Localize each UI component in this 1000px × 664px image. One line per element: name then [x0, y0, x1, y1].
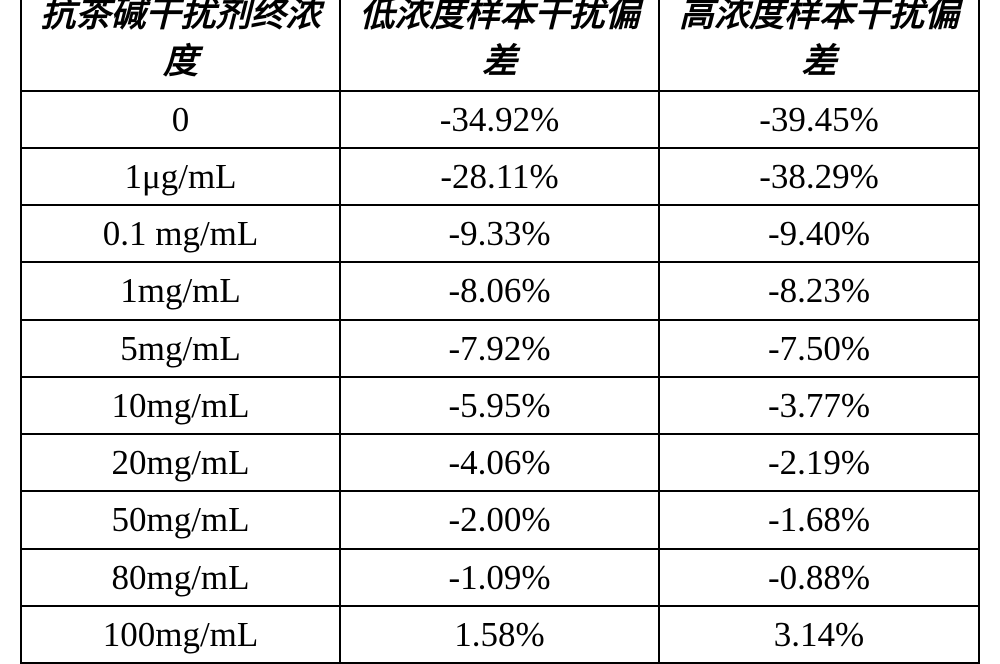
table-row: 0.1 mg/mL -9.33% -9.40% [21, 205, 979, 262]
cell-low-deviation: -8.06% [340, 262, 659, 319]
table-row: 1mg/mL -8.06% -8.23% [21, 262, 979, 319]
cell-high-deviation: -0.88% [659, 549, 979, 606]
table-row: 20mg/mL -4.06% -2.19% [21, 434, 979, 491]
cell-high-deviation: -7.50% [659, 320, 979, 377]
column-header-low-deviation: 低浓度样本干扰偏差 [340, 0, 659, 91]
cell-high-deviation: -1.68% [659, 491, 979, 548]
cell-low-deviation: -7.92% [340, 320, 659, 377]
cell-high-deviation: -2.19% [659, 434, 979, 491]
cell-high-deviation: -3.77% [659, 377, 979, 434]
cell-concentration: 50mg/mL [21, 491, 340, 548]
table-row: 10mg/mL -5.95% -3.77% [21, 377, 979, 434]
table-header-row: 抗茶碱干扰剂终浓度 低浓度样本干扰偏差 高浓度样本干扰偏差 [21, 0, 979, 91]
cell-low-deviation: -4.06% [340, 434, 659, 491]
table-row: 100mg/mL 1.58% 3.14% [21, 606, 979, 663]
cell-concentration: 20mg/mL [21, 434, 340, 491]
cell-low-deviation: -5.95% [340, 377, 659, 434]
table-row: 0 -34.92% -39.45% [21, 91, 979, 148]
cell-low-deviation: -1.09% [340, 549, 659, 606]
cell-concentration: 10mg/mL [21, 377, 340, 434]
data-table-container: 抗茶碱干扰剂终浓度 低浓度样本干扰偏差 高浓度样本干扰偏差 0 -34.92% … [20, 0, 980, 664]
table-row: 50mg/mL -2.00% -1.68% [21, 491, 979, 548]
cell-concentration: 1mg/mL [21, 262, 340, 319]
cell-concentration: 100mg/mL [21, 606, 340, 663]
cell-low-deviation: 1.58% [340, 606, 659, 663]
cell-concentration: 80mg/mL [21, 549, 340, 606]
table-row: 80mg/mL -1.09% -0.88% [21, 549, 979, 606]
table-body: 0 -34.92% -39.45% 1μg/mL -28.11% -38.29%… [21, 91, 979, 664]
cell-low-deviation: -2.00% [340, 491, 659, 548]
table-header: 抗茶碱干扰剂终浓度 低浓度样本干扰偏差 高浓度样本干扰偏差 [21, 0, 979, 91]
cell-high-deviation: -38.29% [659, 148, 979, 205]
table-row: 5mg/mL -7.92% -7.50% [21, 320, 979, 377]
cell-concentration: 0.1 mg/mL [21, 205, 340, 262]
cell-high-deviation: 3.14% [659, 606, 979, 663]
cell-concentration: 1μg/mL [21, 148, 340, 205]
cell-high-deviation: -39.45% [659, 91, 979, 148]
table-row: 1μg/mL -28.11% -38.29% [21, 148, 979, 205]
column-header-concentration: 抗茶碱干扰剂终浓度 [21, 0, 340, 91]
column-header-high-deviation: 高浓度样本干扰偏差 [659, 0, 979, 91]
cell-high-deviation: -8.23% [659, 262, 979, 319]
cell-low-deviation: -34.92% [340, 91, 659, 148]
cell-low-deviation: -9.33% [340, 205, 659, 262]
cell-concentration: 5mg/mL [21, 320, 340, 377]
cell-concentration: 0 [21, 91, 340, 148]
cell-low-deviation: -28.11% [340, 148, 659, 205]
interference-deviation-table: 抗茶碱干扰剂终浓度 低浓度样本干扰偏差 高浓度样本干扰偏差 0 -34.92% … [20, 0, 980, 664]
cell-high-deviation: -9.40% [659, 205, 979, 262]
